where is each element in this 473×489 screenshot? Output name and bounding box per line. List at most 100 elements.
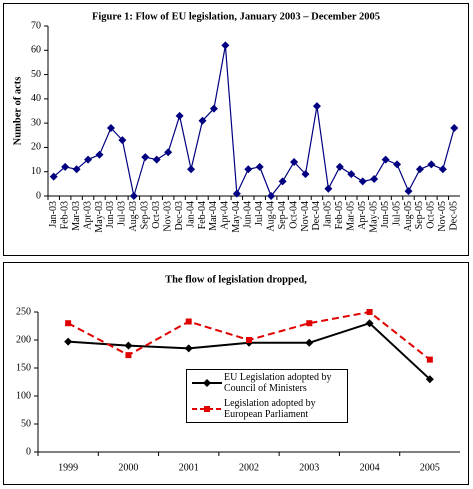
y-tick-label: 200 <box>16 334 31 345</box>
marker <box>124 341 133 350</box>
legend-entry: EU Legislation adopted by Council of Min… <box>187 370 347 396</box>
chart-title: The flow of legislation dropped, <box>165 274 307 285</box>
marker <box>221 41 230 50</box>
data-line <box>53 45 455 198</box>
x-tick-label: Feb-05 <box>334 201 345 229</box>
marker <box>381 155 390 164</box>
marker <box>187 165 196 174</box>
x-tick-label: Aug-03 <box>128 201 139 232</box>
marker <box>347 170 356 179</box>
x-tick-label: 2003 <box>299 462 319 473</box>
marker <box>324 184 333 193</box>
x-tick-label: Jan-05 <box>323 201 334 228</box>
x-tick-label: Jun-03 <box>105 201 116 228</box>
x-tick-label: Aug-05 <box>403 201 414 232</box>
x-tick-label: Dec-03 <box>174 201 185 230</box>
marker <box>450 124 459 132</box>
x-tick-label: Mar-05 <box>346 201 357 231</box>
marker <box>141 153 150 162</box>
x-tick-label: Dec-04 <box>311 201 322 230</box>
x-tick-label: 2002 <box>239 462 259 473</box>
marker <box>152 155 161 164</box>
marker <box>305 338 314 347</box>
y-tick-label: 50 <box>31 69 41 80</box>
marker <box>84 155 93 164</box>
x-tick-label: Jun-04 <box>243 201 254 228</box>
x-tick-label: Dec-05 <box>449 201 460 230</box>
marker <box>425 375 434 384</box>
marker <box>72 165 81 174</box>
marker <box>65 320 72 327</box>
x-tick-label: Apr-05 <box>357 201 368 230</box>
y-tick-label: 0 <box>36 190 41 201</box>
y-tick-label: 70 <box>31 20 41 31</box>
legend-entry: Legislation adopted by European Parliame… <box>187 396 347 422</box>
x-tick-label: Jun-05 <box>380 201 391 228</box>
marker <box>64 337 73 346</box>
marker <box>312 102 321 111</box>
marker <box>106 124 115 132</box>
x-tick-label: Nov-04 <box>300 201 311 232</box>
marker <box>129 192 138 200</box>
x-tick-label: Mar-04 <box>208 201 219 231</box>
y-tick-label: 150 <box>16 362 31 373</box>
x-tick-label: Sep-05 <box>414 201 425 229</box>
x-tick-label: Nov-05 <box>437 201 448 232</box>
data-line <box>67 310 431 361</box>
marker <box>184 344 193 353</box>
y-tick-label: 30 <box>31 117 41 128</box>
x-tick-label: Oct-05 <box>426 201 437 229</box>
marker <box>290 158 299 166</box>
x-tick-label: Jul-05 <box>391 201 402 226</box>
marker <box>366 309 373 315</box>
marker <box>49 172 58 181</box>
marker <box>306 320 313 327</box>
legend: EU Legislation adopted by Council of Min… <box>186 369 348 423</box>
x-tick-label: Oct-04 <box>288 201 299 229</box>
y-tick-label: 40 <box>31 93 41 104</box>
marker <box>61 162 70 171</box>
marker <box>438 165 447 174</box>
x-tick-label: Jul-03 <box>117 201 128 226</box>
x-tick-label: May-03 <box>94 201 105 233</box>
marker <box>358 177 367 186</box>
x-tick-label: Mar-03 <box>71 201 82 231</box>
x-tick-label: Aug-04 <box>265 201 276 232</box>
x-tick-label: 2005 <box>420 462 440 473</box>
marker <box>164 148 173 157</box>
y-tick-label: 0 <box>26 446 31 457</box>
marker <box>175 111 184 120</box>
chart-frame <box>3 262 469 485</box>
y-tick-label: 50 <box>21 418 31 429</box>
x-tick-label: 2004 <box>360 462 380 473</box>
x-tick-label: Oct-03 <box>151 201 162 229</box>
legend-label: Legislation adopted by European Parliame… <box>224 398 316 420</box>
x-tick-label: Nov-03 <box>162 201 173 232</box>
y-tick-label: 250 <box>16 306 31 317</box>
marker <box>246 337 252 343</box>
y-axis-label: Number of acts <box>12 77 23 146</box>
y-tick-label: 20 <box>31 142 41 153</box>
marker <box>365 319 374 328</box>
legend-label: EU Legislation adopted by Council of Min… <box>224 372 332 394</box>
y-tick-label: 60 <box>31 45 41 56</box>
x-tick-label: Jan-03 <box>48 201 59 228</box>
marker <box>404 187 413 196</box>
x-tick-label: Feb-03 <box>59 201 70 229</box>
marker <box>125 352 132 359</box>
marker <box>267 192 276 200</box>
x-tick-label: 1999 <box>58 462 78 473</box>
y-tick-label: 10 <box>31 166 41 177</box>
marker <box>198 116 207 125</box>
x-tick-label: Jul-04 <box>254 201 265 226</box>
marker <box>118 136 127 145</box>
marker <box>415 165 424 174</box>
marker <box>255 162 264 171</box>
chart-frame <box>3 3 469 256</box>
marker <box>301 170 310 179</box>
x-tick-label: 2001 <box>179 462 199 473</box>
legend-swatch <box>192 379 222 387</box>
y-tick-label: 100 <box>16 390 31 401</box>
